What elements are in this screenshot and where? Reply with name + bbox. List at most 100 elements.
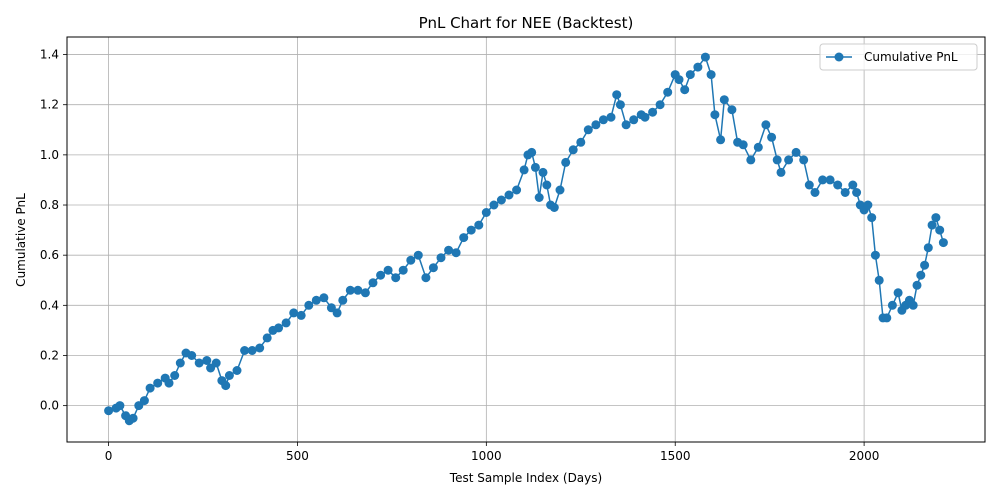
data-point — [296, 310, 306, 320]
data-point — [175, 358, 185, 368]
data-point — [376, 270, 386, 280]
y-tick-label: 0.8 — [40, 198, 59, 212]
x-ticks: 0 500 1000 1500 2000 — [105, 442, 879, 463]
data-point — [474, 220, 484, 230]
data-point — [496, 195, 506, 205]
data-point — [927, 220, 937, 230]
y-tick-label: 0.2 — [40, 348, 59, 362]
data-point — [232, 366, 242, 375]
x-tick-label: 1000 — [471, 449, 502, 463]
data-point — [852, 188, 862, 197]
data-point — [680, 85, 690, 95]
data-point — [512, 185, 522, 195]
data-point — [353, 285, 363, 295]
data-point — [870, 250, 880, 260]
data-point — [289, 308, 299, 318]
y-tick-label: 1.2 — [40, 98, 59, 112]
data-point — [530, 162, 540, 172]
data-point — [534, 193, 544, 202]
data-point — [710, 110, 720, 120]
data-point — [224, 371, 234, 380]
data-point — [104, 406, 114, 416]
data-point — [931, 213, 941, 223]
data-point — [706, 70, 716, 80]
y-tick-label: 1.4 — [40, 48, 59, 62]
data-point — [938, 238, 948, 248]
data-point — [332, 308, 342, 318]
data-point — [840, 188, 850, 197]
data-point — [338, 295, 348, 305]
data-point — [799, 155, 809, 165]
data-point — [583, 125, 593, 135]
data-point — [761, 120, 771, 130]
data-point — [591, 120, 601, 130]
data-point — [519, 165, 529, 175]
data-point — [504, 190, 514, 200]
data-point — [912, 280, 922, 290]
data-point — [655, 100, 665, 110]
data-point — [648, 107, 658, 117]
data-point — [391, 273, 401, 283]
data-point — [640, 112, 650, 122]
data-point — [274, 323, 284, 333]
data-point — [804, 180, 814, 190]
data-point — [767, 132, 777, 142]
data-point — [693, 62, 703, 72]
data-point — [848, 180, 858, 190]
data-point — [874, 275, 884, 285]
data-point — [262, 333, 272, 343]
data-point — [538, 167, 548, 177]
data-point — [115, 401, 125, 411]
data-point — [784, 155, 794, 165]
data-point — [772, 155, 782, 165]
data-point — [833, 180, 843, 190]
data-point — [360, 288, 370, 298]
data-point — [304, 300, 314, 310]
legend: Cumulative PnL — [819, 43, 978, 71]
data-point — [882, 313, 892, 323]
legend-box — [819, 43, 978, 71]
data-point — [383, 265, 393, 275]
data-point — [549, 203, 559, 212]
data-point — [923, 243, 933, 253]
data-point — [459, 233, 469, 243]
data-point — [187, 351, 197, 360]
chart-title: PnL Chart for NEE (Backtest) — [419, 14, 634, 32]
data-point — [428, 263, 438, 273]
data-point — [893, 288, 903, 298]
data-point — [444, 245, 454, 255]
y-axis-label: Cumulative PnL — [14, 193, 28, 287]
data-point — [753, 142, 763, 152]
data-point — [527, 147, 537, 157]
data-point — [612, 90, 622, 100]
data-point — [413, 250, 423, 260]
data-point — [255, 343, 265, 353]
data-point — [319, 293, 329, 303]
data-point — [398, 265, 408, 275]
data-point — [153, 378, 163, 388]
data-point — [164, 378, 174, 388]
data-point — [887, 300, 897, 310]
data-point — [719, 95, 729, 105]
data-point — [542, 180, 552, 190]
y-tick-label: 1.0 — [40, 148, 59, 162]
data-point — [727, 105, 737, 115]
data-point — [920, 260, 930, 270]
data-point — [576, 137, 586, 147]
y-tick-label: 0.6 — [40, 248, 59, 262]
data-point — [211, 358, 221, 368]
data-point — [818, 175, 828, 185]
data-point — [145, 383, 155, 393]
series-layer — [104, 52, 948, 426]
data-point — [935, 225, 945, 235]
data-point — [281, 318, 291, 328]
data-point — [776, 167, 786, 177]
data-point — [825, 175, 835, 185]
data-point — [561, 157, 571, 167]
data-point — [436, 253, 446, 263]
data-point — [621, 120, 631, 130]
data-point — [489, 200, 499, 210]
data-point — [810, 188, 820, 197]
data-point — [863, 200, 873, 210]
